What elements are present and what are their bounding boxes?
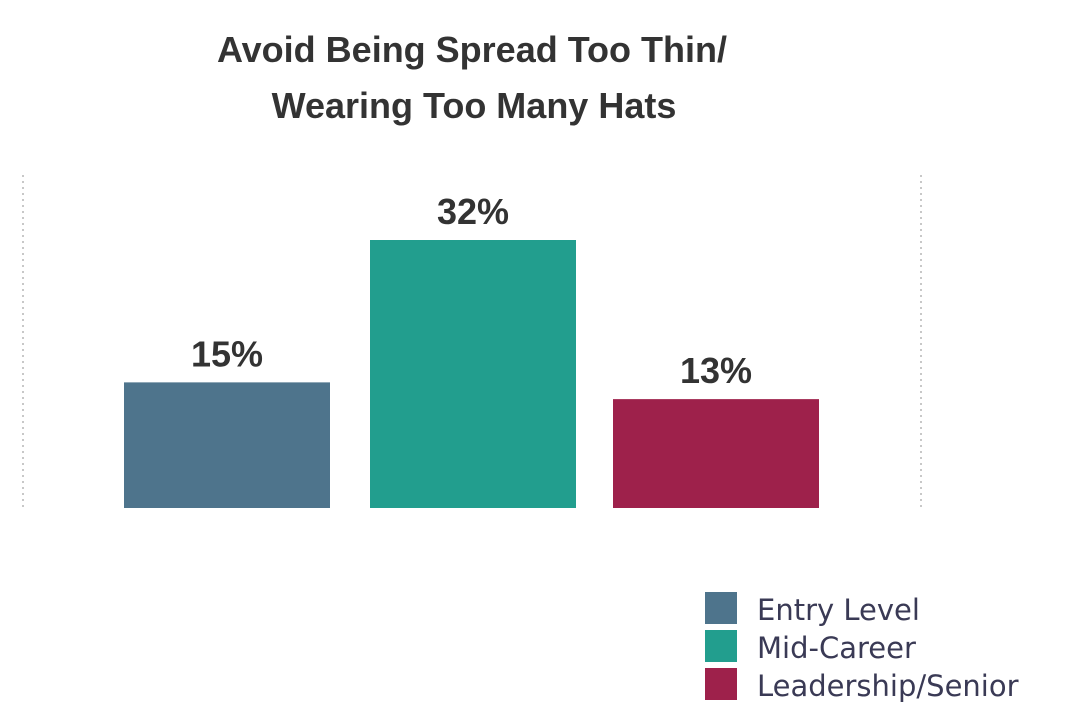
legend-label: Entry Level	[757, 593, 920, 627]
legend-label: Mid-Career	[757, 631, 916, 665]
legend-swatch	[705, 592, 737, 624]
bar-leadership-senior	[613, 399, 819, 508]
data-label: 32%	[437, 191, 509, 232]
bar-entry-level	[124, 382, 330, 508]
chart-title-line-2: Wearing Too Many Hats	[272, 85, 677, 126]
data-label: 15%	[191, 333, 263, 374]
chart-title-line-1: Avoid Being Spread Too Thin/	[217, 29, 727, 70]
legend-swatch	[705, 630, 737, 662]
legend-swatch	[705, 668, 737, 700]
legend-label: Leadership/Senior	[757, 669, 1019, 703]
bar-mid-career	[370, 240, 576, 508]
data-label: 13%	[680, 350, 752, 391]
